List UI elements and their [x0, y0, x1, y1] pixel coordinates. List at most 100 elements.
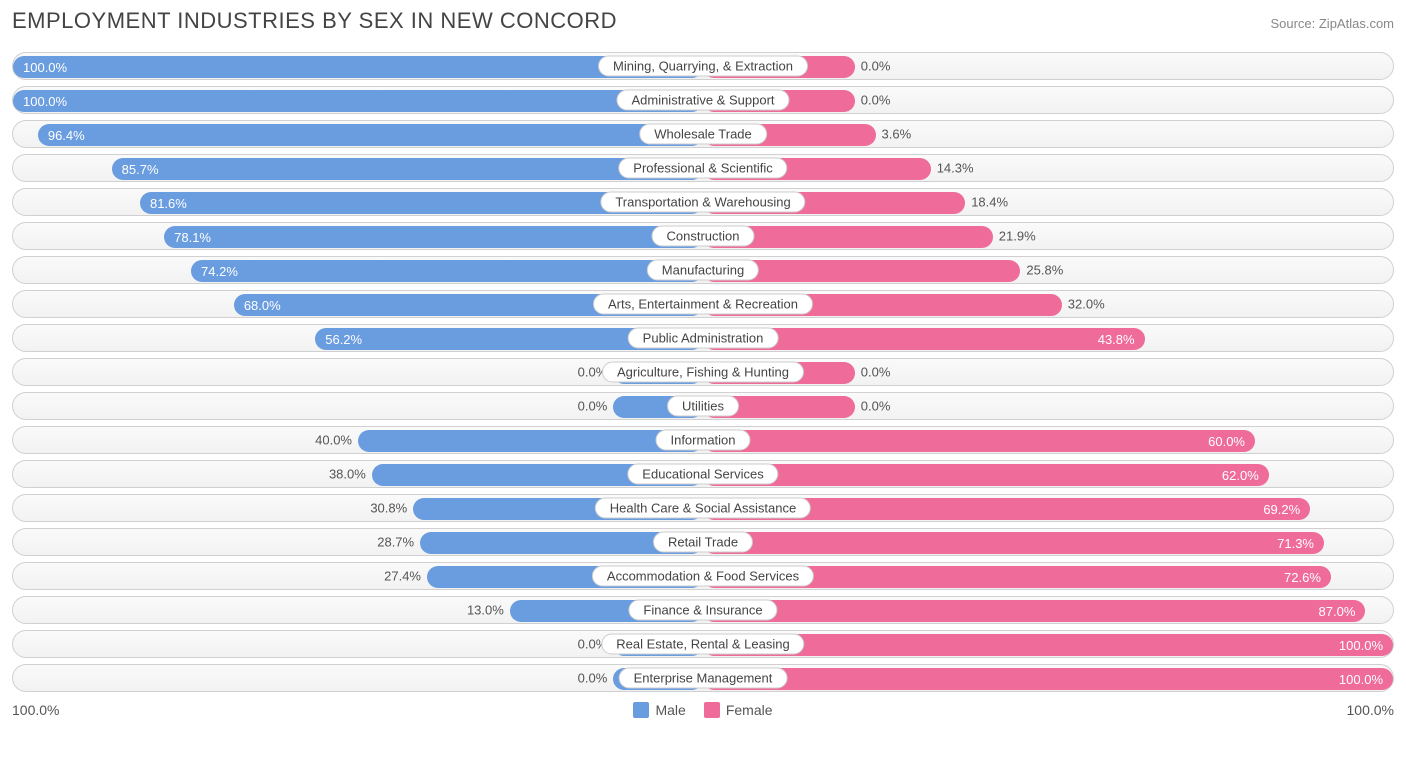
female-bar: 62.0%: [703, 464, 1269, 486]
legend: Male Female: [633, 702, 772, 718]
female-pct-label: 0.0%: [861, 365, 891, 380]
category-label: Accommodation & Food Services: [592, 566, 814, 587]
axis-right-label: 100.0%: [1347, 702, 1394, 718]
chart-row: 0.0% 100.0% Enterprise Management: [12, 664, 1394, 692]
female-bar: 71.3%: [703, 532, 1324, 554]
female-bar: 100.0%: [703, 634, 1393, 656]
female-pct-label: 0.0%: [861, 93, 891, 108]
category-label: Retail Trade: [653, 532, 753, 553]
chart-row: 100.0% 0.0% Mining, Quarrying, & Extractio…: [12, 52, 1394, 80]
legend-label-male: Male: [655, 702, 685, 718]
female-pct-label: 43.8%: [1098, 332, 1135, 347]
category-label: Administrative & Support: [616, 90, 789, 111]
category-label: Information: [655, 430, 750, 451]
male-pct-label: 96.4%: [48, 128, 85, 143]
male-pct-label: 28.7%: [377, 535, 414, 550]
chart-row: 0.0%100.0%Real Estate, Rental & Leasing: [12, 630, 1394, 658]
legend-item-female: Female: [704, 702, 773, 718]
category-label: Mining, Quarrying, & Extraction: [598, 56, 808, 77]
male-bar: [358, 430, 703, 452]
legend-swatch-female: [704, 702, 720, 718]
male-pct-label: 74.2%: [201, 264, 238, 279]
male-pct-label: 0.0%: [578, 671, 608, 686]
category-label: Enterprise Management: [619, 668, 788, 689]
chart-row: 40.0% 60.0% Information: [12, 426, 1394, 454]
category-label: Construction: [652, 226, 755, 247]
category-label: Professional & Scientific: [618, 158, 787, 179]
female-pct-label: 87.0%: [1319, 604, 1356, 619]
male-pct-label: 38.0%: [329, 467, 366, 482]
female-pct-label: 100.0%: [1339, 638, 1383, 653]
chart-row: 68.0% 32.0% Arts, Entertainment & Recreati…: [12, 290, 1394, 318]
chart-row: 74.2% 25.8% Manufacturing: [12, 256, 1394, 284]
male-pct-label: 30.8%: [370, 501, 407, 516]
female-pct-label: 25.8%: [1026, 263, 1063, 278]
legend-swatch-male: [633, 702, 649, 718]
female-pct-label: 0.0%: [861, 59, 891, 74]
category-label: Arts, Entertainment & Recreation: [593, 294, 813, 315]
chart-row: 30.8% 69.2% Health Care & Social Assistanc…: [12, 494, 1394, 522]
female-pct-label: 14.3%: [937, 161, 974, 176]
male-bar: 85.7%: [112, 158, 703, 180]
chart-row: 0.0%0.0%Agriculture, Fishing & Hunting: [12, 358, 1394, 386]
female-pct-label: 3.6%: [882, 127, 912, 142]
chart-row: 85.7% 14.3% Professional & Scientific: [12, 154, 1394, 182]
category-label: Manufacturing: [647, 260, 759, 281]
female-pct-label: 69.2%: [1263, 502, 1300, 517]
category-label: Public Administration: [628, 328, 779, 349]
male-bar: 100.0%: [13, 90, 703, 112]
category-label: Educational Services: [627, 464, 778, 485]
category-label: Wholesale Trade: [639, 124, 767, 145]
chart-source: Source: ZipAtlas.com: [1270, 16, 1394, 31]
female-pct-label: 0.0%: [861, 399, 891, 414]
category-label: Real Estate, Rental & Leasing: [601, 634, 804, 655]
axis-left-label: 100.0%: [12, 702, 59, 718]
male-pct-label: 27.4%: [384, 569, 421, 584]
female-pct-label: 60.0%: [1208, 434, 1245, 449]
female-pct-label: 72.6%: [1284, 570, 1321, 585]
chart-row: 78.1% 21.9% Construction: [12, 222, 1394, 250]
female-pct-label: 18.4%: [971, 195, 1008, 210]
chart-row: 100.0% 0.0% Administrative & Support: [12, 86, 1394, 114]
chart-row: 56.2% 43.8% Public Administration: [12, 324, 1394, 352]
female-pct-label: 62.0%: [1222, 468, 1259, 483]
male-bar: 78.1%: [164, 226, 703, 248]
chart-footer: 100.0% Male Female 100.0%: [12, 702, 1394, 718]
female-pct-label: 100.0%: [1339, 672, 1383, 687]
male-pct-label: 85.7%: [122, 162, 159, 177]
male-pct-label: 13.0%: [467, 603, 504, 618]
male-bar: 74.2%: [191, 260, 703, 282]
category-label: Finance & Insurance: [628, 600, 777, 621]
male-pct-label: 0.0%: [578, 399, 608, 414]
chart-row: 0.0% 0.0% Utilities: [12, 392, 1394, 420]
chart-row: 96.4% 3.6% Wholesale Trade: [12, 120, 1394, 148]
female-pct-label: 71.3%: [1277, 536, 1314, 551]
legend-label-female: Female: [726, 702, 773, 718]
male-pct-label: 68.0%: [244, 298, 281, 313]
female-pct-label: 21.9%: [999, 229, 1036, 244]
male-pct-label: 40.0%: [315, 433, 352, 448]
female-bar: 60.0%: [703, 430, 1255, 452]
male-pct-label: 56.2%: [325, 332, 362, 347]
chart-row: 27.4% 72.6% Accommodation & Food Services: [12, 562, 1394, 590]
chart-row: 28.7% 71.3% Retail Trade: [12, 528, 1394, 556]
male-pct-label: 81.6%: [150, 196, 187, 211]
female-bar: 100.0%: [703, 668, 1393, 690]
chart-title: EMPLOYMENT INDUSTRIES BY SEX IN NEW CONC…: [12, 8, 617, 34]
chart-rows: 100.0% 0.0% Mining, Quarrying, & Extractio…: [12, 52, 1394, 692]
chart-row: 38.0% 62.0% Educational Services: [12, 460, 1394, 488]
category-label: Agriculture, Fishing & Hunting: [602, 362, 804, 383]
female-pct-label: 32.0%: [1068, 297, 1105, 312]
category-label: Utilities: [667, 396, 739, 417]
male-pct-label: 100.0%: [23, 94, 67, 109]
category-label: Transportation & Warehousing: [600, 192, 805, 213]
male-pct-label: 78.1%: [174, 230, 211, 245]
female-bar: 87.0%: [703, 600, 1365, 622]
male-bar: 96.4%: [38, 124, 703, 146]
chart-row: 13.0% 87.0% Finance & Insurance: [12, 596, 1394, 624]
chart-header: EMPLOYMENT INDUSTRIES BY SEX IN NEW CONC…: [12, 8, 1394, 34]
chart-row: 81.6% 18.4% Transportation & Warehousing: [12, 188, 1394, 216]
category-label: Health Care & Social Assistance: [595, 498, 811, 519]
male-pct-label: 100.0%: [23, 60, 67, 75]
legend-item-male: Male: [633, 702, 685, 718]
